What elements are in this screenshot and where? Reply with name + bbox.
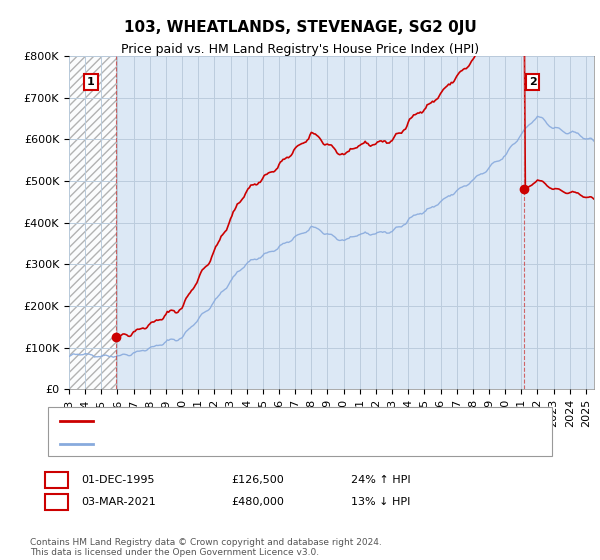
Text: 2: 2: [529, 77, 536, 87]
Text: 13% ↓ HPI: 13% ↓ HPI: [351, 497, 410, 507]
Text: Contains HM Land Registry data © Crown copyright and database right 2024.
This d: Contains HM Land Registry data © Crown c…: [30, 538, 382, 557]
Text: Price paid vs. HM Land Registry's House Price Index (HPI): Price paid vs. HM Land Registry's House …: [121, 43, 479, 55]
Text: 24% ↑ HPI: 24% ↑ HPI: [351, 475, 410, 485]
Text: £480,000: £480,000: [231, 497, 284, 507]
Text: 103, WHEATLANDS, STEVENAGE, SG2 0JU (detached house): 103, WHEATLANDS, STEVENAGE, SG2 0JU (det…: [99, 416, 410, 426]
Text: 1: 1: [87, 77, 95, 87]
Text: 103, WHEATLANDS, STEVENAGE, SG2 0JU: 103, WHEATLANDS, STEVENAGE, SG2 0JU: [124, 20, 476, 35]
Text: HPI: Average price, detached house, Stevenage: HPI: Average price, detached house, Stev…: [99, 439, 347, 449]
Text: 01-DEC-1995: 01-DEC-1995: [81, 475, 155, 485]
Text: £126,500: £126,500: [231, 475, 284, 485]
Text: 03-MAR-2021: 03-MAR-2021: [81, 497, 156, 507]
Text: 2: 2: [53, 497, 60, 507]
Text: 1: 1: [53, 475, 60, 485]
